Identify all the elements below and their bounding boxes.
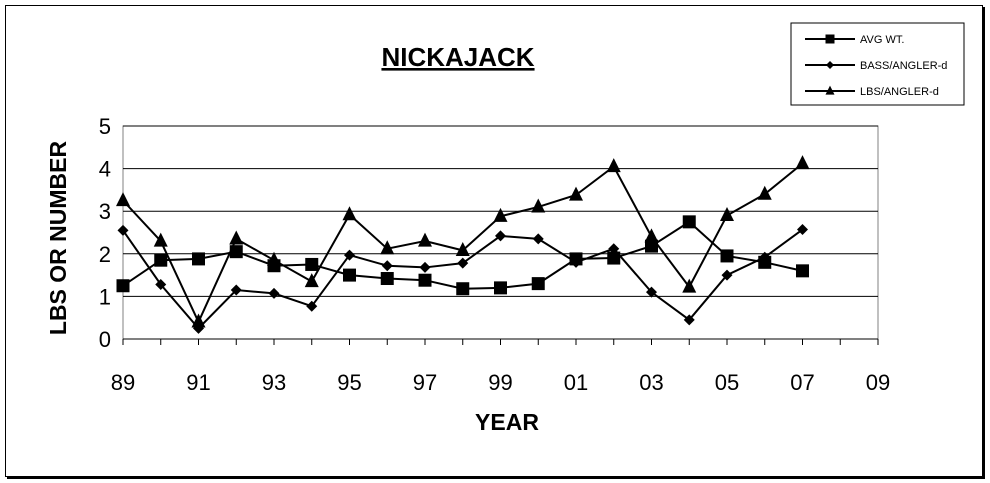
marker-diamond — [797, 224, 808, 236]
marker-triangle — [644, 228, 659, 243]
marker-triangle — [606, 158, 621, 173]
marker-triangle — [682, 278, 697, 293]
marker-square — [825, 34, 835, 44]
y-axis-ticks: 0 1 2 3 4 5 — [99, 114, 111, 352]
x-tick-label: 07 — [790, 370, 814, 395]
marker-square — [154, 253, 168, 267]
marker-square — [192, 252, 205, 266]
marker-square — [796, 264, 809, 278]
legend-label: LBS/ANGLER-d — [860, 86, 939, 98]
marker-diamond — [457, 257, 469, 269]
marker-square — [380, 272, 394, 286]
chart-title: NICKAJACK — [381, 42, 534, 72]
marker-triangle — [116, 192, 130, 207]
marker-square — [418, 273, 432, 287]
marker-diamond — [646, 286, 657, 298]
marker-triangle — [569, 186, 583, 201]
marker-square — [116, 279, 130, 293]
marker-diamond — [608, 243, 620, 255]
x-tick-label: 03 — [639, 370, 663, 395]
marker-triangle — [455, 241, 470, 256]
marker-diamond — [117, 224, 129, 236]
series-group — [116, 155, 810, 334]
marker-diamond — [268, 287, 280, 299]
series-avg-wt- — [116, 215, 809, 296]
marker-diamond — [683, 314, 695, 326]
marker-diamond — [381, 260, 393, 272]
y-tick-label: 1 — [99, 284, 111, 309]
marker-square — [682, 215, 696, 229]
marker-diamond — [721, 269, 733, 281]
marker-square — [645, 239, 658, 253]
marker-square — [305, 257, 319, 271]
chart-frame — [5, 5, 983, 477]
marker-diamond — [419, 261, 431, 273]
marker-triangle — [304, 273, 319, 288]
y-tick-label: 5 — [99, 114, 111, 139]
marker-triangle — [493, 207, 508, 222]
marker-square — [720, 249, 734, 263]
marker-square — [607, 251, 621, 265]
x-tick-label: 09 — [866, 370, 890, 395]
marker-diamond — [344, 249, 355, 261]
marker-triangle — [825, 85, 835, 95]
marker-diamond — [230, 284, 242, 296]
marker-triangle — [757, 185, 772, 200]
marker-triangle — [531, 198, 546, 213]
legend-label: AVG WT. — [860, 34, 904, 46]
marker-triangle — [191, 313, 206, 328]
marker-square — [494, 281, 507, 295]
marker-square — [456, 282, 470, 296]
marker-triangle — [418, 232, 432, 247]
y-axis-label: LBS OR NUMBER — [45, 141, 71, 336]
legend-label: BASS/ANGLER-d — [860, 60, 947, 72]
y-tick-label: 0 — [99, 327, 111, 352]
marker-square — [343, 268, 356, 282]
y-tick-label: 2 — [99, 242, 111, 267]
legend: AVG WT. BASS/ANGLER-d LBS/ANGLER-d — [790, 22, 965, 106]
y-tick-label: 4 — [99, 157, 111, 182]
marker-diamond — [759, 251, 771, 263]
marker-square — [531, 277, 545, 291]
marker-diamond — [495, 230, 506, 242]
x-tick-label: 01 — [564, 370, 588, 395]
x-tick-label: 95 — [337, 370, 361, 395]
y-tick-label: 3 — [99, 199, 111, 224]
x-tick-label: 89 — [111, 370, 135, 395]
marker-diamond — [155, 278, 167, 290]
marker-triangle — [229, 230, 244, 245]
marker-diamond — [306, 300, 318, 312]
marker-diamond — [570, 256, 582, 268]
series-lbs-angler-d — [116, 155, 810, 328]
marker-triangle — [380, 240, 395, 255]
marker-triangle — [267, 251, 281, 266]
marker-diamond — [826, 61, 834, 69]
x-axis-label: YEAR — [475, 409, 539, 435]
x-tick-label: 05 — [715, 370, 739, 395]
x-tick-label: 91 — [186, 370, 210, 395]
marker-triangle — [153, 232, 168, 247]
x-tick-label: 93 — [262, 370, 286, 395]
x-tick-label: 97 — [413, 370, 437, 395]
x-tick-label: 99 — [488, 370, 512, 395]
marker-triangle — [342, 206, 357, 221]
x-axis-ticks: 89 91 93 95 97 99 01 03 05 07 09 — [111, 339, 890, 395]
marker-triangle — [720, 207, 734, 222]
marker-triangle — [795, 155, 810, 170]
marker-diamond — [532, 233, 544, 245]
